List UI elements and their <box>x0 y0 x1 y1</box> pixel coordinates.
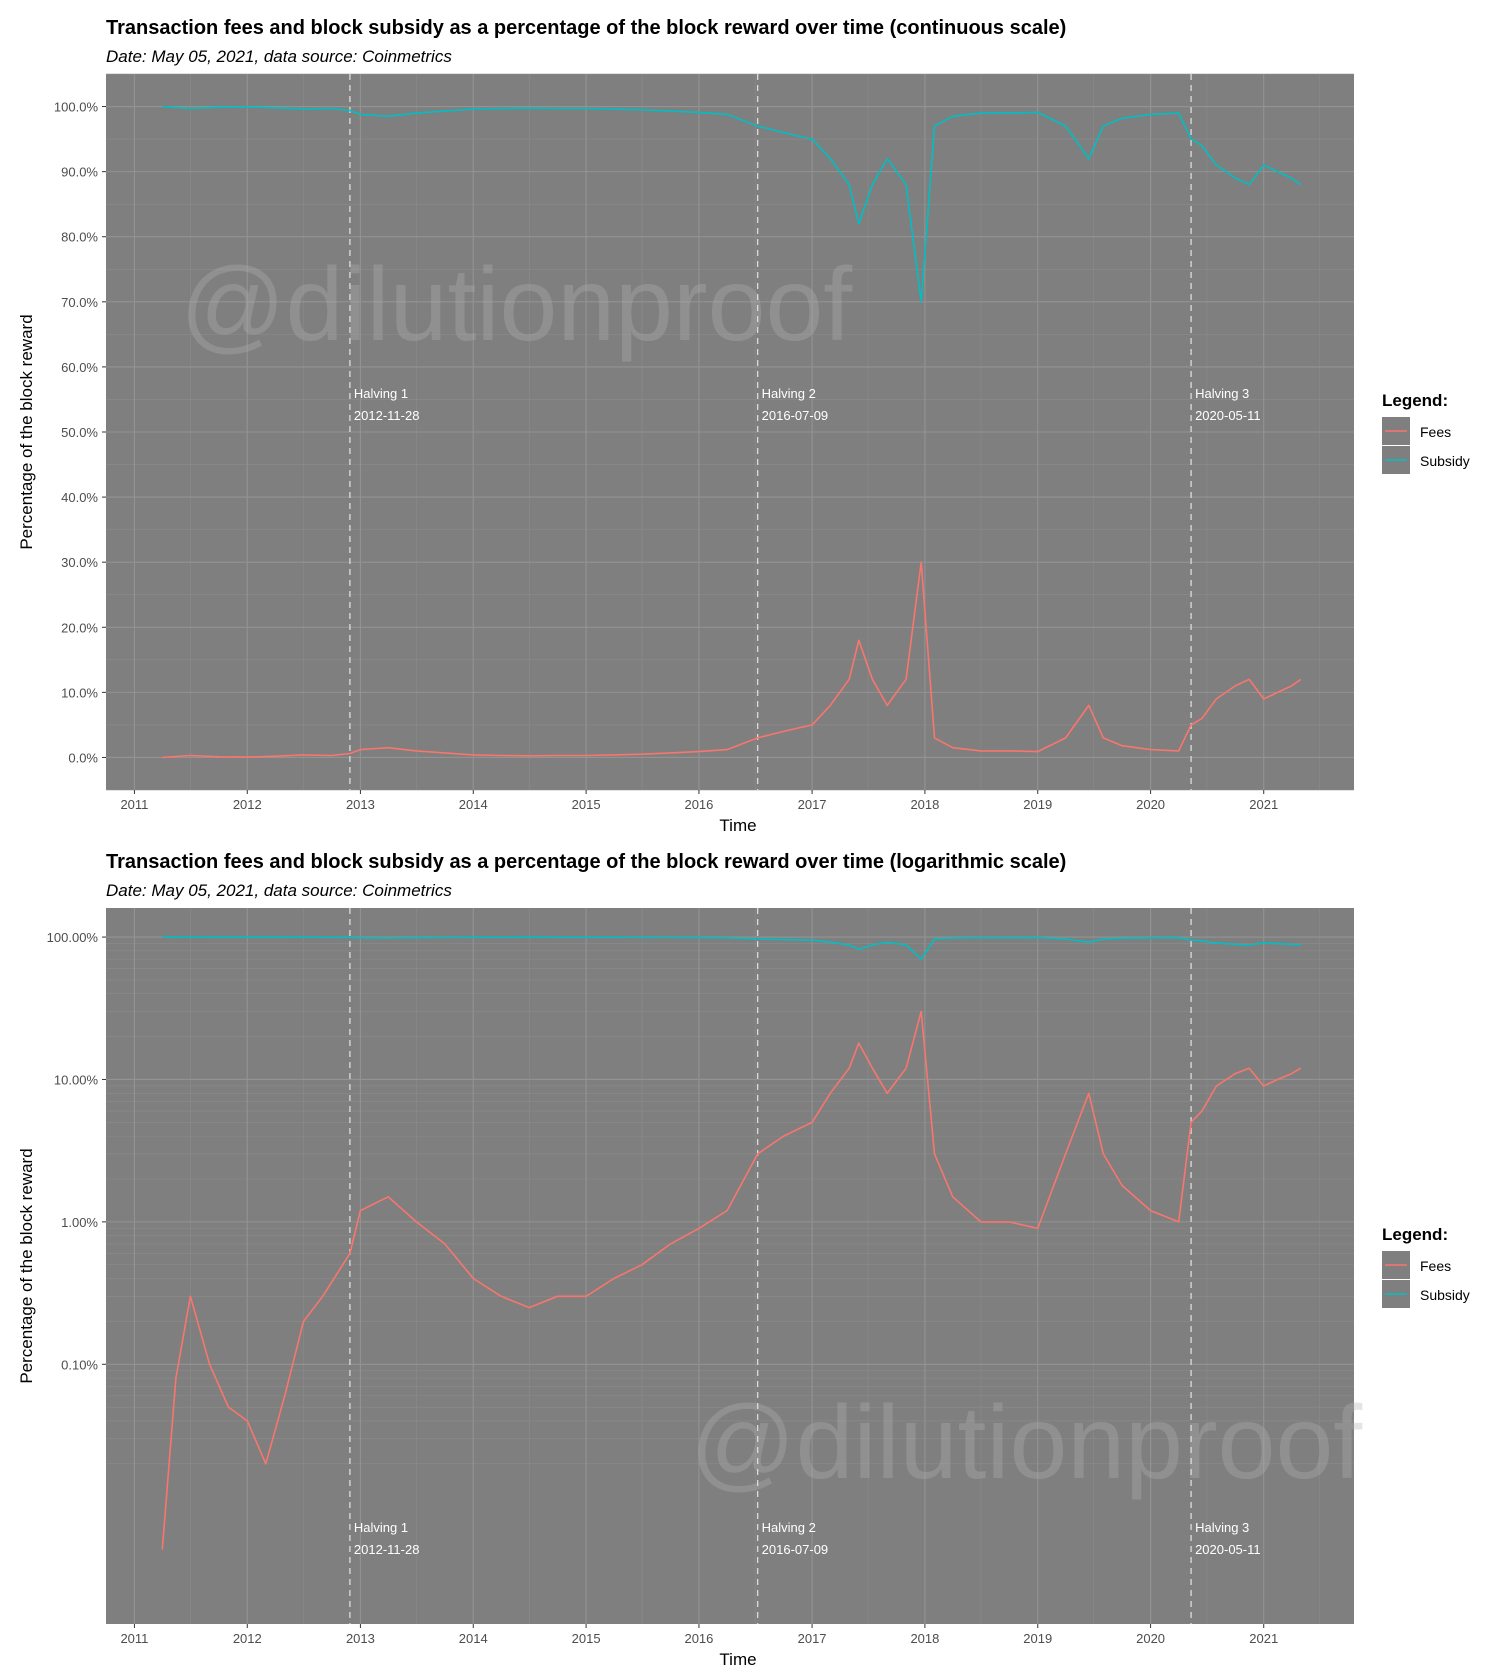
y-tick-label: 60.0% <box>61 360 98 375</box>
x-axis-label: Time <box>719 816 756 835</box>
legend-label-subsidy: Subsidy <box>1420 1287 1470 1303</box>
y-tick-label: 20.0% <box>61 620 98 635</box>
watermark: @dilutionproof <box>690 1385 1363 1501</box>
series-line-subsidy <box>162 936 1301 960</box>
y-tick-label: 10.0% <box>61 685 98 700</box>
chart-subtitle: Date: May 05, 2021, data source: Coinmet… <box>106 47 452 66</box>
watermark: @dilutionproof <box>180 247 853 363</box>
halving-date: 2016-07-09 <box>762 408 829 423</box>
panel-continuous: Transaction fees and block subsidy as a … <box>17 17 1470 835</box>
y-tick-label: 90.0% <box>61 165 98 180</box>
x-tick-label: 2011 <box>120 797 148 812</box>
halving-markers: Halving 1 2012-11-28 Halving 2 2016-07-09 Ha… <box>349 908 1261 1624</box>
y-axis-ticks: 0.0% 10.0% 20.0% 30.0% 40.0% 50.0% 60.0% 70.0% 8… <box>54 100 106 765</box>
halving-name: Halving 1 <box>354 1520 408 1535</box>
y-tick-label: 0.10% <box>61 1357 98 1372</box>
series-line-subsidy <box>162 105 1302 303</box>
y-tick-label: 50.0% <box>61 425 98 440</box>
x-tick-label: 2018 <box>910 1631 939 1646</box>
x-tick-label: 2017 <box>798 1631 827 1646</box>
legend-title: Legend: <box>1382 1225 1448 1244</box>
panel-logarithmic: Transaction fees and block subsidy as a … <box>17 851 1470 1669</box>
x-tick-label: 2012 <box>233 1631 262 1646</box>
halving-date: 2020-05-11 <box>1195 408 1261 423</box>
x-tick-label: 2020 <box>1136 1631 1165 1646</box>
legend-label-fees: Fees <box>1420 424 1451 440</box>
y-tick-label: 0.0% <box>68 750 98 765</box>
y-tick-label: 100.0% <box>54 100 99 115</box>
x-tick-label: 2011 <box>120 1631 148 1646</box>
x-axis-ticks: 2011 2012 2013 2014 2015 2016 2017 2018 2019 2020… <box>120 790 1278 812</box>
y-tick-label: 30.0% <box>61 555 98 570</box>
x-tick-label: 2021 <box>1249 797 1278 812</box>
y-axis-label: Percentage of the block reward <box>17 314 36 549</box>
legend: Legend: Fees Subsidy <box>1382 391 1470 474</box>
data-series <box>161 936 1302 1550</box>
x-tick-label: 2017 <box>798 797 827 812</box>
halving-date: 2012-11-28 <box>354 408 420 423</box>
x-tick-label: 2020 <box>1136 797 1165 812</box>
x-axis-ticks: 2011 2012 2013 2014 2015 2016 2017 2018 2019 2020… <box>120 1624 1278 1646</box>
halving-date: 2016-07-09 <box>762 1542 829 1557</box>
halving-name: Halving 3 <box>1195 1520 1249 1535</box>
halving-name: Halving 1 <box>354 386 408 401</box>
halving-date: 2012-11-28 <box>354 1542 420 1557</box>
legend-label-subsidy: Subsidy <box>1420 453 1470 469</box>
y-tick-label: 100.00% <box>47 930 99 945</box>
x-axis-label: Time <box>719 1650 756 1669</box>
chart-subtitle: Date: May 05, 2021, data source: Coinmet… <box>106 881 452 900</box>
x-tick-label: 2019 <box>1023 1631 1052 1646</box>
series-line-fees <box>162 561 1302 759</box>
y-tick-label: 70.0% <box>61 295 98 310</box>
grid <box>106 73 1354 791</box>
y-tick-label: 10.00% <box>54 1072 99 1087</box>
x-tick-label: 2012 <box>233 797 262 812</box>
y-axis-label: Percentage of the block reward <box>17 1148 36 1383</box>
x-tick-label: 2019 <box>1023 797 1052 812</box>
chart-title: Transaction fees and block subsidy as a … <box>106 851 1066 873</box>
x-tick-label: 2015 <box>572 797 601 812</box>
halving-name: Halving 2 <box>762 1520 816 1535</box>
x-tick-label: 2014 <box>459 797 488 812</box>
plot-panel <box>106 908 1354 1624</box>
halving-name: Halving 3 <box>1195 386 1249 401</box>
x-tick-label: 2021 <box>1249 1631 1278 1646</box>
chart-title: Transaction fees and block subsidy as a … <box>106 17 1066 39</box>
legend-title: Legend: <box>1382 391 1448 410</box>
x-tick-label: 2014 <box>459 1631 488 1646</box>
data-series <box>162 105 1302 759</box>
x-tick-label: 2013 <box>346 1631 375 1646</box>
halving-date: 2020-05-11 <box>1195 1542 1261 1557</box>
series-line-fees <box>161 1010 1302 1550</box>
halving-markers: Halving 1 2012-11-28 Halving 2 2016-07-09 Ha… <box>349 74 1261 790</box>
x-tick-label: 2016 <box>684 797 713 812</box>
x-tick-label: 2015 <box>572 1631 601 1646</box>
halving-name: Halving 2 <box>762 386 816 401</box>
y-tick-label: 1.00% <box>61 1215 98 1230</box>
x-tick-label: 2018 <box>910 797 939 812</box>
x-tick-label: 2013 <box>346 797 375 812</box>
grid <box>106 908 1354 1624</box>
legend: Legend: Fees Subsidy <box>1382 1225 1470 1308</box>
legend-label-fees: Fees <box>1420 1258 1451 1274</box>
y-axis-ticks: 0.10% 1.00% 10.00% 100.00% <box>47 930 106 1372</box>
y-tick-label: 80.0% <box>61 230 98 245</box>
x-tick-label: 2016 <box>684 1631 713 1646</box>
y-tick-label: 40.0% <box>61 490 98 505</box>
